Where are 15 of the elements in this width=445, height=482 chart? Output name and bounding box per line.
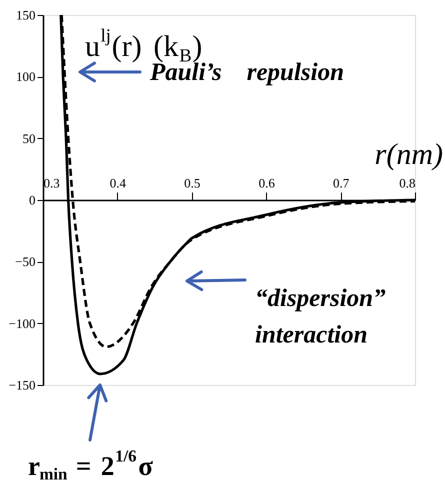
y-tick-label: −50 (15, 254, 36, 270)
y-tick-label: 100 (16, 69, 36, 84)
x-tick-label: 0.4 (110, 176, 127, 190)
x-tick-label: 0.5 (184, 176, 200, 190)
x-tick-label: 0.7 (332, 176, 350, 190)
x-tick-label: 0.6 (258, 176, 276, 190)
y-tick-label: −150 (8, 378, 36, 392)
y-tick-label: −100 (8, 316, 36, 331)
x-axis-title: r(nm) (374, 138, 443, 171)
y-tick-label: 150 (16, 8, 36, 22)
x-tick-label: 0.3 (44, 176, 60, 190)
y-tick-label: 50 (22, 130, 36, 146)
annotation: “dispersion” interaction (255, 285, 386, 348)
y-tick-label: 0 (29, 192, 36, 208)
x-tick-label: 0.8 (399, 176, 416, 190)
